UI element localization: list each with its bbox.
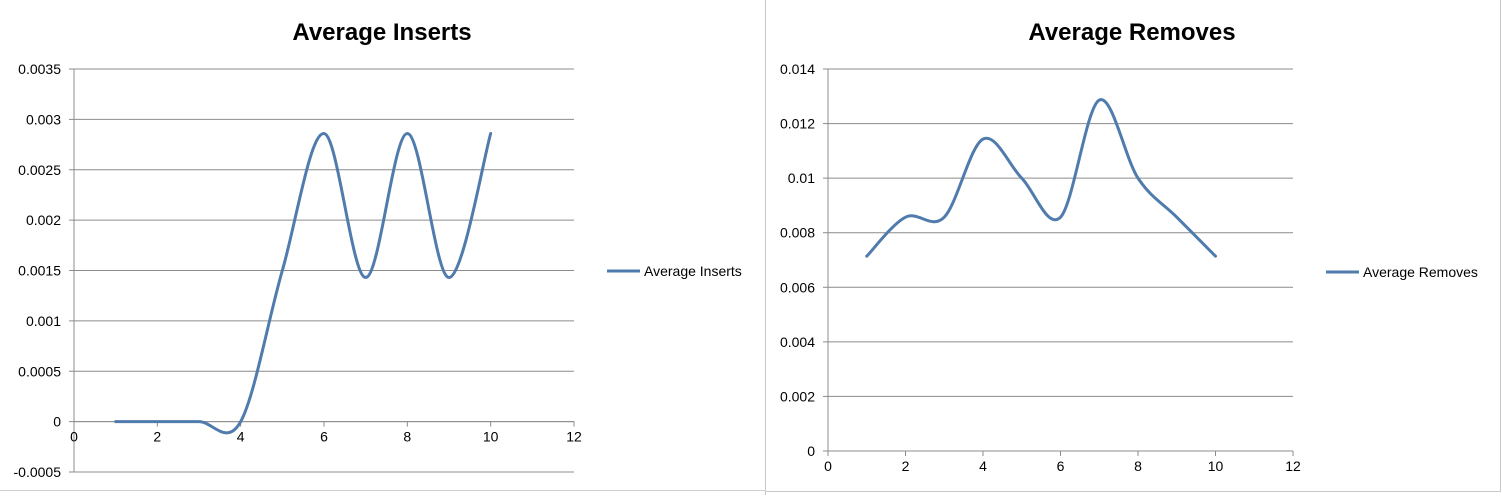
series-line: [116, 133, 491, 432]
x-tick-label: 12: [566, 429, 582, 445]
y-tick-label: 0.0005: [18, 363, 61, 379]
x-tick-label: 2: [153, 429, 161, 445]
x-tick-label: 4: [237, 429, 245, 445]
chart-frame-right: [766, 0, 1501, 492]
y-tick-label: 0.003: [26, 111, 61, 127]
chart-panel-inserts: Average Inserts -0.0005 0 0.0005 0.001 0.0015…: [0, 0, 765, 495]
y-tick-label: 0.0015: [18, 263, 61, 279]
y-tick-label: 0.002: [26, 212, 61, 228]
y-tick-label: 0.001: [26, 313, 61, 329]
y-tick-label: 0.0035: [18, 61, 61, 77]
x-tick-label: 8: [403, 429, 411, 445]
x-tick-label: 10: [483, 429, 499, 445]
y-tick-label: 0: [53, 414, 61, 430]
y-tick-label: -0.0005: [14, 464, 62, 480]
panel-bottom-border: [0, 490, 765, 491]
legend-label: Average Inserts: [644, 263, 742, 279]
y-tick-label: 0.0025: [18, 162, 61, 178]
x-tick-label: 6: [320, 429, 328, 445]
chart-title: Average Inserts: [292, 19, 471, 46]
chart-average-inserts: Average Inserts -0.0005 0 0.0005 0.001 0.0015…: [0, 0, 765, 495]
x-tick-label: 0: [70, 429, 78, 445]
